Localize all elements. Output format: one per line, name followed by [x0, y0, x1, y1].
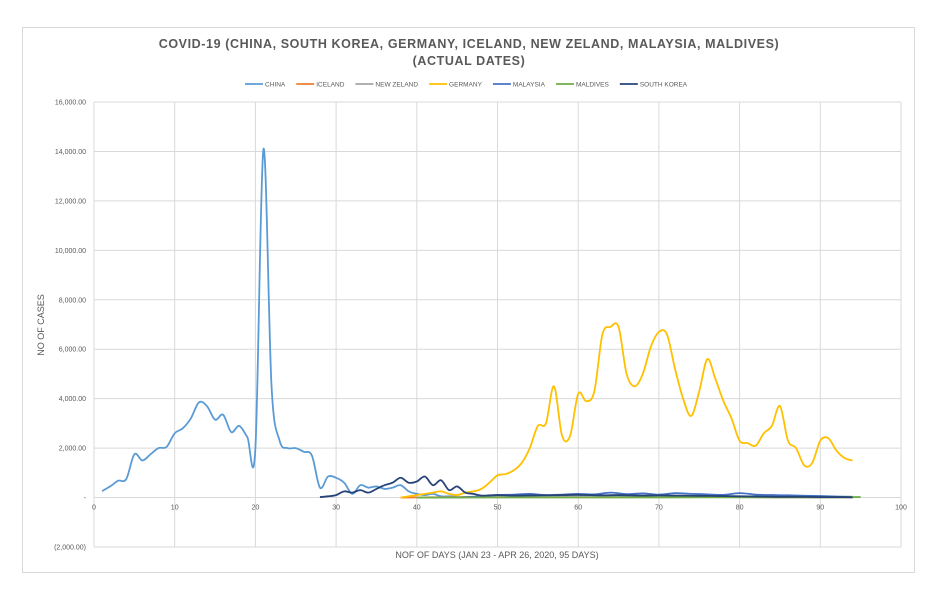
x-tick-label: 60 [574, 505, 582, 512]
y-tick-label: 14,000.00 [55, 149, 86, 156]
y-axis-ticks: (2,000.00) - 2,000.00 4,000.00 6,000.00 8,000… [54, 100, 87, 552]
x-axis-label: NOF OF DAYS (JAN 23 - APR 26, 2020, 95 D… [395, 550, 598, 560]
legend-label-maldives: MALDIVES [576, 81, 610, 88]
x-tick-label: 70 [655, 505, 663, 512]
series-line-china [101, 148, 458, 498]
x-axis-ticks: 0 10 20 30 40 50 60 70 80 90 100 [92, 505, 907, 512]
x-tick-label: 80 [736, 505, 744, 512]
y-tick-label: 6,000.00 [59, 347, 86, 354]
x-tick-label: 40 [413, 505, 421, 512]
legend-label-malaysia: MALAYSIA [513, 81, 546, 88]
x-tick-label: 100 [895, 505, 907, 512]
y-tick-label: 16,000.00 [55, 100, 86, 107]
legend-label-south-korea: SOUTH KOREA [640, 81, 688, 88]
y-tick-label: 12,000.00 [55, 198, 86, 205]
series-line-south-korea [319, 475, 853, 499]
x-tick-label: 0 [92, 505, 96, 512]
y-tick-label: 8,000.00 [59, 297, 86, 304]
legend-label-germany: GERMANY [449, 81, 483, 88]
y-tick-label: 2,000.00 [59, 446, 86, 453]
y-tick-label: 4,000.00 [59, 396, 86, 403]
x-tick-label: 10 [171, 505, 179, 512]
x-tick-label: 30 [332, 505, 340, 512]
y-tick-label: (2,000.00) [54, 545, 86, 552]
x-tick-label: 20 [252, 505, 260, 512]
gridlines [93, 101, 902, 548]
chart: COVID-19 (CHINA, SOUTH KOREA, GERMANY, I… [36, 37, 907, 560]
x-tick-label: 90 [816, 505, 824, 512]
chart-frame: COVID-19 (CHINA, SOUTH KOREA, GERMANY, I… [22, 27, 915, 573]
y-tick-label: - [84, 495, 87, 502]
legend: CHINA ICELAND NEW ZELAND GERMANY MALAYSIA MAL… [245, 81, 688, 88]
y-axis-label: NO OF CASES [36, 294, 46, 356]
legend-label-new-zeland: NEW ZELAND [375, 81, 418, 88]
chart-title: COVID-19 (CHINA, SOUTH KOREA, GERMANY, I… [159, 37, 780, 51]
chart-subtitle: (ACTUAL DATES) [413, 54, 526, 68]
y-tick-label: 10,000.00 [55, 248, 86, 255]
legend-label-china: CHINA [265, 81, 286, 88]
legend-label-iceland: ICELAND [316, 81, 344, 88]
x-tick-label: 50 [494, 505, 502, 512]
series [101, 148, 861, 499]
series-line-germany [400, 322, 853, 499]
